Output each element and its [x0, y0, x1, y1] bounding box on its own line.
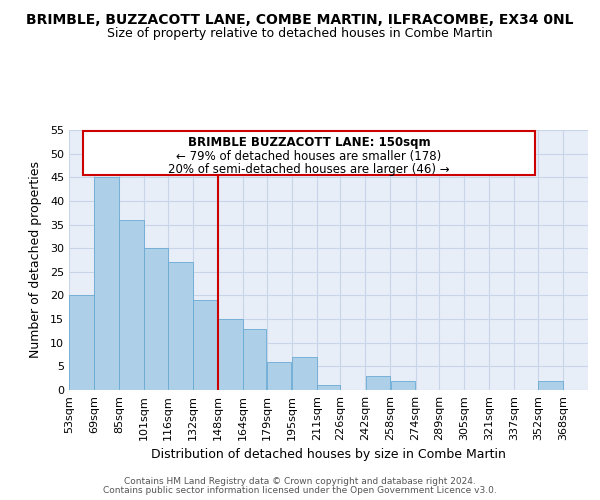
Bar	[317, 386, 340, 390]
Bar	[168, 262, 193, 390]
Bar	[94, 178, 119, 390]
Text: Size of property relative to detached houses in Combe Martin: Size of property relative to detached ho…	[107, 28, 493, 40]
Bar	[391, 380, 415, 390]
Bar	[292, 357, 317, 390]
Y-axis label: Number of detached properties: Number of detached properties	[29, 162, 41, 358]
Bar	[538, 380, 563, 390]
Bar	[365, 376, 390, 390]
Text: Contains public sector information licensed under the Open Government Licence v3: Contains public sector information licen…	[103, 486, 497, 495]
Text: ← 79% of detached houses are smaller (178): ← 79% of detached houses are smaller (17…	[176, 150, 442, 163]
Text: BRIMBLE BUZZACOTT LANE: 150sqm: BRIMBLE BUZZACOTT LANE: 150sqm	[188, 136, 430, 149]
Bar	[243, 328, 266, 390]
Bar	[69, 296, 94, 390]
Bar	[218, 319, 243, 390]
Bar	[267, 362, 292, 390]
Bar	[193, 300, 218, 390]
FancyBboxPatch shape	[83, 131, 535, 175]
Text: 20% of semi-detached houses are larger (46) →: 20% of semi-detached houses are larger (…	[168, 163, 450, 176]
Text: BRIMBLE, BUZZACOTT LANE, COMBE MARTIN, ILFRACOMBE, EX34 0NL: BRIMBLE, BUZZACOTT LANE, COMBE MARTIN, I…	[26, 12, 574, 26]
Bar	[145, 248, 167, 390]
Text: Contains HM Land Registry data © Crown copyright and database right 2024.: Contains HM Land Registry data © Crown c…	[124, 477, 476, 486]
X-axis label: Distribution of detached houses by size in Combe Martin: Distribution of detached houses by size …	[151, 448, 506, 462]
Bar	[119, 220, 144, 390]
